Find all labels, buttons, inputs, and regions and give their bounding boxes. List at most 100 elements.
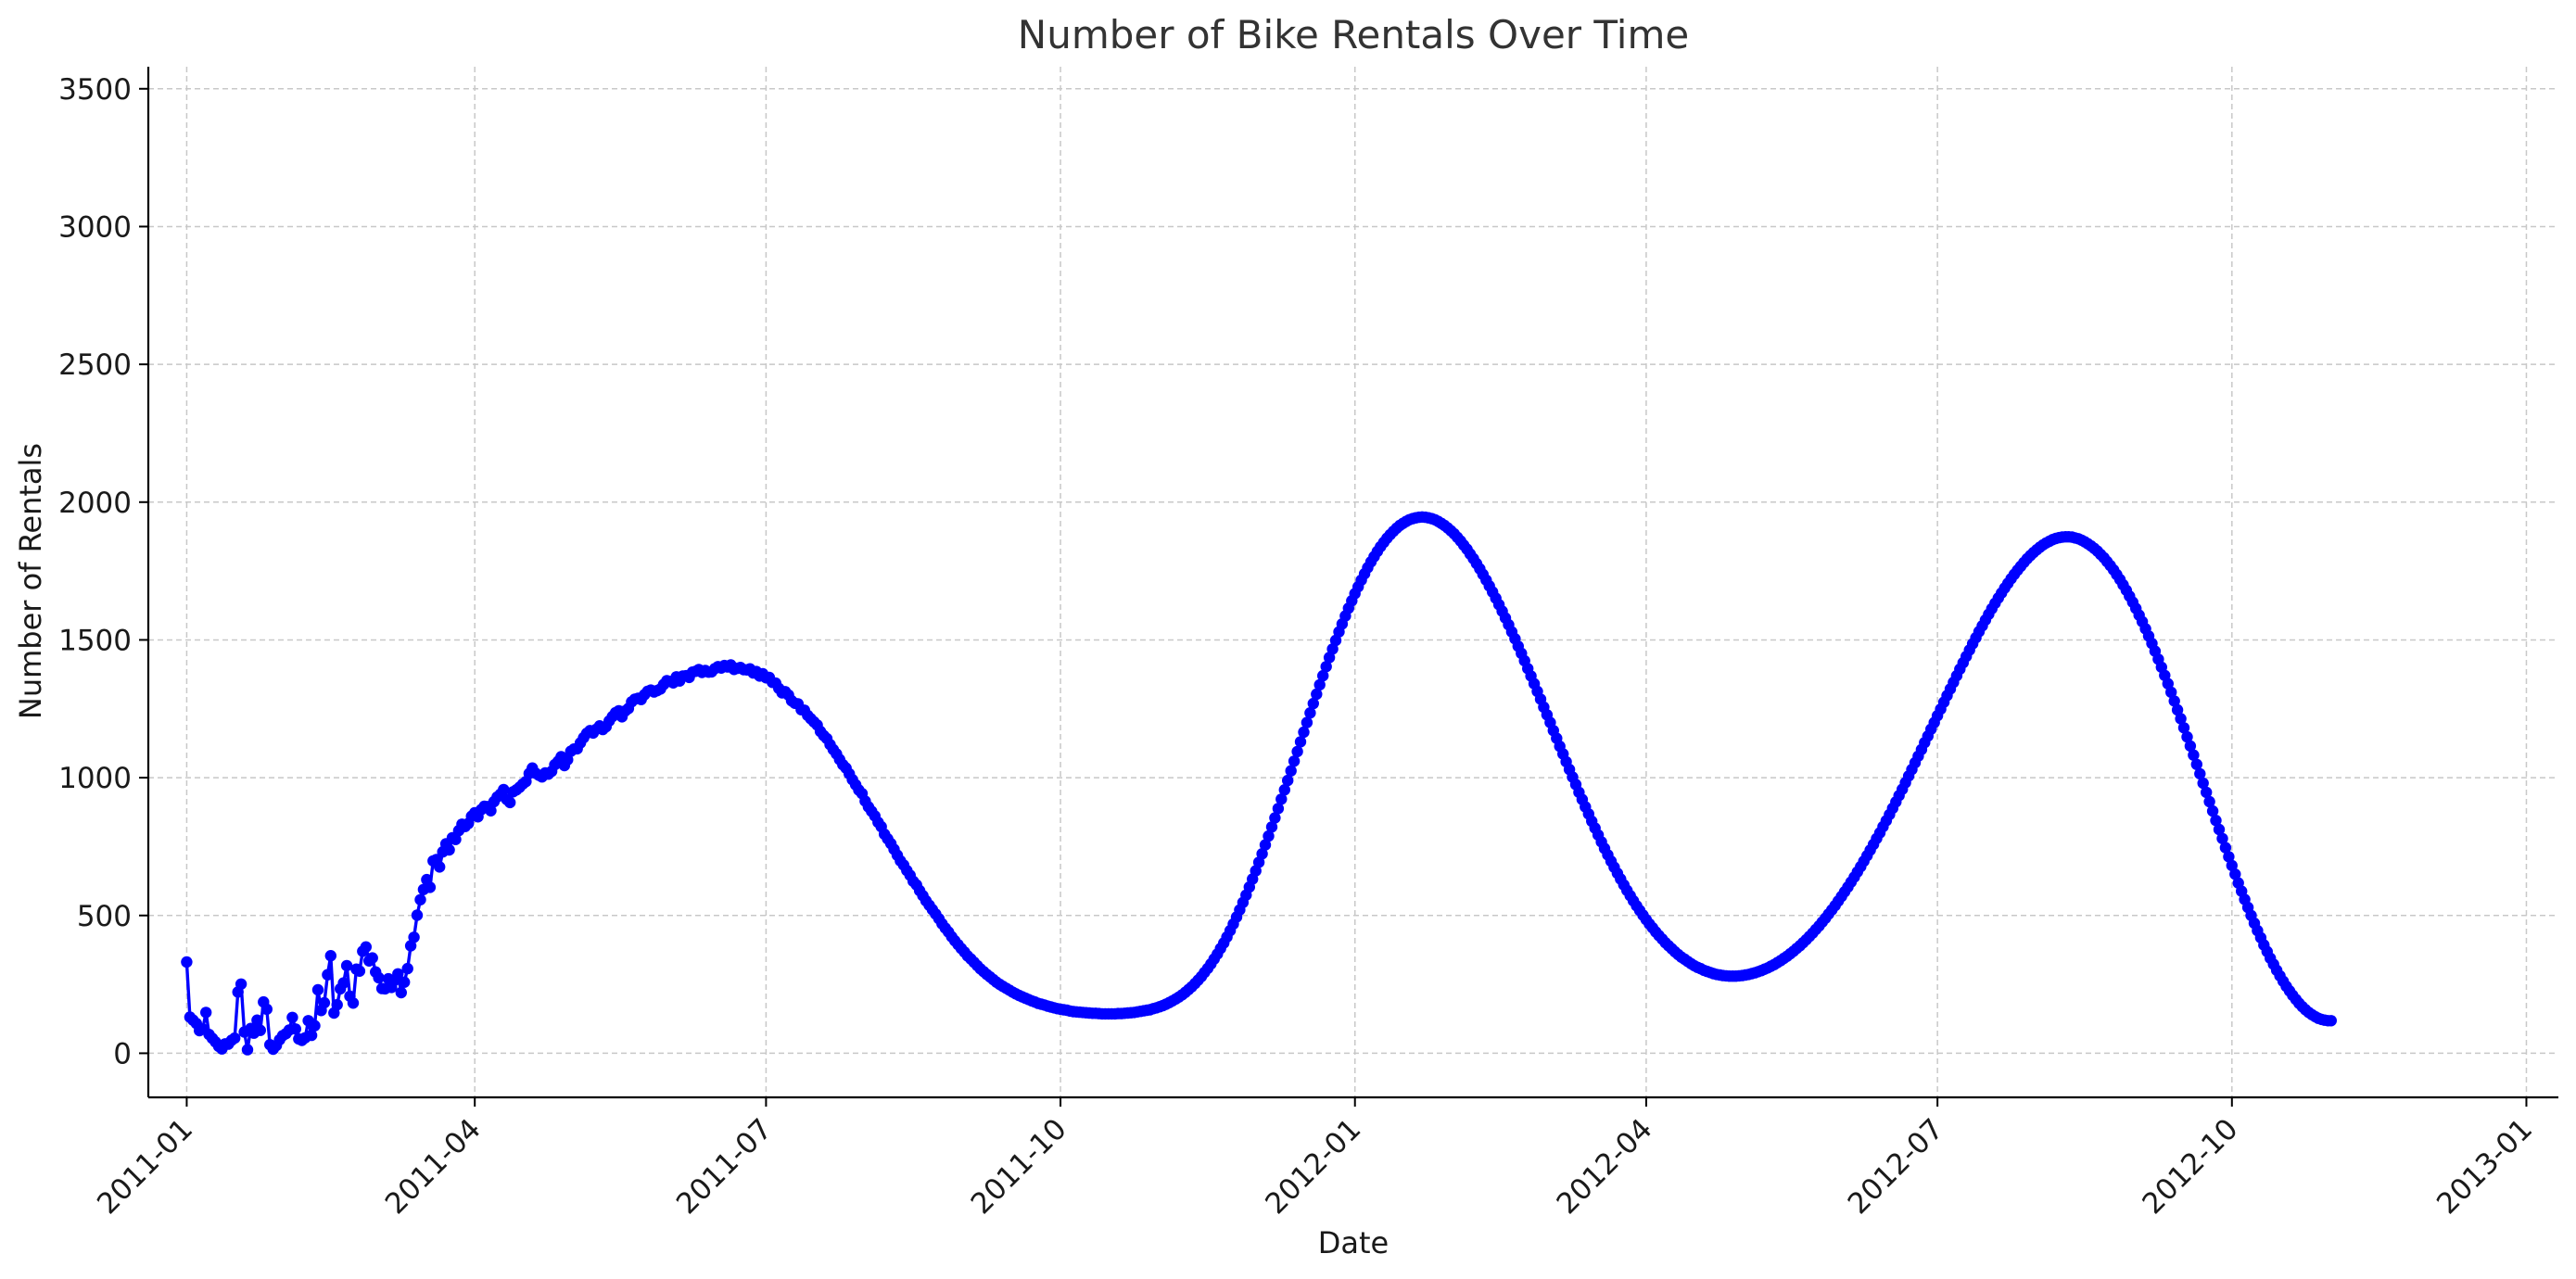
data-point <box>2184 740 2197 753</box>
data-point <box>235 978 247 991</box>
data-point <box>1307 697 1320 710</box>
data-point <box>331 998 343 1011</box>
data-point <box>1301 716 1313 728</box>
data-point <box>1278 784 1291 796</box>
data-point <box>2206 804 2219 817</box>
axes: 0 500 1000 1500 2000 2500 3000 3500 2011-01 2011-… <box>58 67 2558 1221</box>
data-point <box>1288 755 1301 767</box>
x-tick-label: 2011-10 <box>965 1112 1073 1221</box>
data-point <box>2210 815 2222 827</box>
data-point <box>2229 868 2241 880</box>
x-tick-label: 2011-01 <box>91 1112 199 1221</box>
data-point <box>401 962 413 975</box>
data-point <box>366 952 378 964</box>
data-point <box>414 893 426 905</box>
data-point <box>318 996 331 1009</box>
data-point <box>1272 803 1285 815</box>
data-point <box>485 804 497 817</box>
y-tick-label: 0 <box>113 1037 132 1070</box>
data-point <box>2216 832 2228 844</box>
data-point <box>395 986 407 999</box>
x-tick-label: 2011-04 <box>379 1112 488 1221</box>
data-point <box>1259 839 1272 851</box>
data-point <box>443 843 455 856</box>
data-point <box>340 959 353 972</box>
data-point <box>411 909 424 921</box>
data-point <box>311 983 324 996</box>
data-point <box>324 950 336 962</box>
data-point <box>229 1032 241 1045</box>
x-tick-label: 2011-07 <box>670 1112 779 1221</box>
data-point <box>322 969 334 981</box>
data-point <box>1298 726 1310 739</box>
data-point <box>504 796 516 809</box>
data-point <box>347 997 360 1009</box>
data-point <box>360 941 372 953</box>
grid <box>148 67 2558 1097</box>
x-tick-label: 2012-01 <box>1259 1112 1367 1221</box>
data-point <box>450 833 462 845</box>
data-point <box>1263 829 1275 842</box>
data-point <box>2223 851 2235 863</box>
data-point <box>1320 661 1332 673</box>
x-tick-label: 2012-10 <box>2136 1112 2244 1221</box>
data-point <box>1317 669 1329 682</box>
data-point <box>1304 707 1316 719</box>
data-point <box>2194 767 2206 780</box>
data-point <box>2168 695 2180 707</box>
data-point <box>498 783 510 796</box>
data-point <box>2177 722 2190 734</box>
data-point <box>289 1023 301 1035</box>
data-point <box>373 971 385 984</box>
data-point <box>254 1024 266 1036</box>
data-point <box>181 956 193 969</box>
data-point <box>2181 730 2193 743</box>
data-point <box>2203 795 2215 808</box>
data-point <box>2226 859 2238 872</box>
data-point <box>309 1019 321 1032</box>
x-tick-label: 2013-01 <box>2430 1112 2539 1221</box>
data-point <box>1282 774 1294 787</box>
data-point <box>399 976 411 988</box>
data-point <box>2201 786 2213 799</box>
data-point <box>424 881 437 893</box>
data-point <box>2165 686 2177 699</box>
data-point <box>337 977 349 989</box>
chart-title: Number of Bike Rentals Over Time <box>1018 12 1689 57</box>
data-point <box>2190 758 2202 770</box>
data-point <box>1275 793 1288 805</box>
data-point <box>1269 812 1281 824</box>
series-layer <box>181 511 2337 1056</box>
y-tick-label: 1500 <box>58 624 132 657</box>
y-axis-title: Number of Rentals <box>13 443 48 719</box>
data-point <box>1313 678 1326 691</box>
y-tick-label: 3500 <box>58 73 132 107</box>
data-point <box>2325 1015 2337 1027</box>
data-point <box>305 1029 318 1042</box>
data-point <box>2175 713 2187 725</box>
data-point <box>1291 745 1303 758</box>
data-point <box>1311 688 1323 701</box>
data-point <box>2197 777 2209 790</box>
data-point <box>2188 749 2200 761</box>
data-point <box>251 1014 263 1026</box>
data-point <box>286 1011 298 1024</box>
x-tick-label: 2012-04 <box>1551 1112 1659 1221</box>
data-point <box>1265 821 1278 833</box>
x-tick-label: 2012-07 <box>1842 1112 1950 1221</box>
data-point <box>241 1044 254 1056</box>
data-point <box>1294 736 1307 748</box>
data-point <box>2213 823 2226 836</box>
data-point <box>434 861 446 873</box>
series-line <box>184 515 2331 1052</box>
data-point <box>1326 643 1339 655</box>
data-point <box>2171 703 2184 716</box>
data-point <box>260 1003 273 1016</box>
y-tick-label: 3000 <box>58 210 132 244</box>
data-point <box>353 965 366 978</box>
data-point <box>392 968 404 981</box>
y-tick-label: 500 <box>77 900 132 933</box>
x-axis-title: Date <box>1318 1225 1389 1260</box>
